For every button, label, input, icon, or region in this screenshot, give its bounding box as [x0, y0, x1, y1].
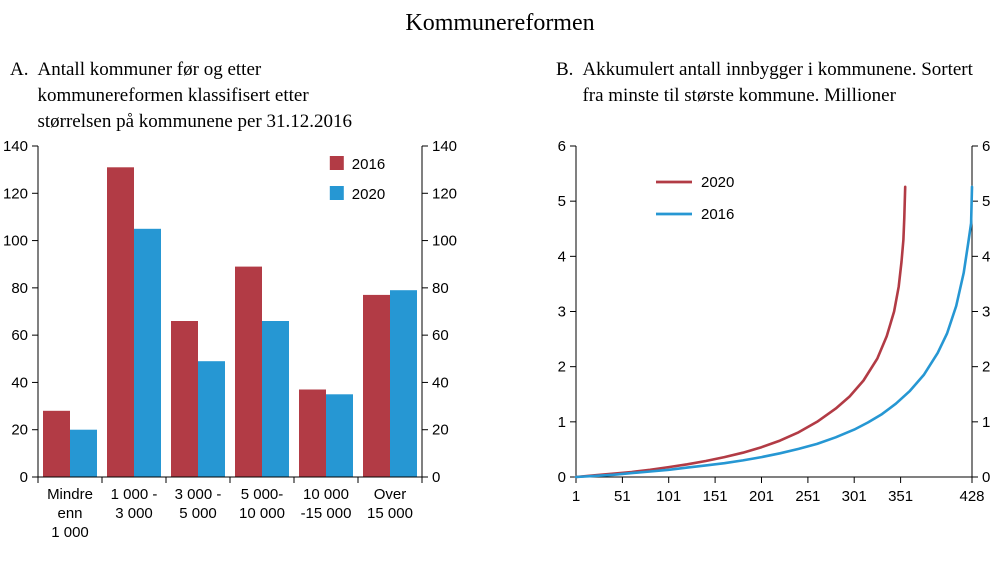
svg-text:2016: 2016 [352, 156, 385, 173]
svg-text:1: 1 [982, 414, 990, 431]
svg-text:140: 140 [3, 138, 28, 155]
svg-text:5: 5 [558, 193, 566, 210]
figure-title: Kommunereformen [405, 10, 595, 36]
svg-text:2020: 2020 [352, 186, 385, 203]
svg-text:0: 0 [432, 469, 440, 486]
svg-text:40: 40 [11, 374, 28, 391]
svg-text:120: 120 [3, 185, 28, 202]
svg-text:80: 80 [432, 280, 449, 297]
svg-text:2: 2 [558, 359, 566, 376]
svg-text:301: 301 [842, 488, 867, 505]
svg-text:20: 20 [432, 422, 449, 439]
panel-b-label: B. [556, 59, 574, 80]
svg-text:351: 351 [888, 488, 913, 505]
svg-text:4: 4 [982, 248, 990, 265]
svg-text:Mindre: Mindre [47, 486, 93, 503]
svg-text:120: 120 [432, 185, 457, 202]
svg-text:1: 1 [558, 414, 566, 431]
svg-text:2: 2 [982, 359, 990, 376]
svg-text:5: 5 [982, 193, 990, 210]
svg-text:0: 0 [558, 469, 566, 486]
svg-text:10 000: 10 000 [303, 486, 349, 503]
svg-text:20: 20 [11, 422, 28, 439]
svg-text:Over: Over [374, 486, 407, 503]
panel-b-title: B. Akkumulert antall innbygger i kommune… [556, 57, 986, 109]
svg-text:3 000 -: 3 000 - [175, 486, 222, 503]
svg-text:40: 40 [432, 374, 449, 391]
svg-text:6: 6 [982, 138, 990, 155]
svg-text:80: 80 [11, 280, 28, 297]
panel-a-title-text: Antall kommuner før og etter kommunerefo… [37, 59, 352, 133]
svg-text:100: 100 [432, 233, 457, 250]
panel-a-label: A. [10, 59, 29, 80]
svg-text:6: 6 [558, 138, 566, 155]
svg-text:101: 101 [656, 488, 681, 505]
svg-text:60: 60 [432, 327, 449, 344]
svg-text:10 000: 10 000 [239, 505, 285, 522]
svg-text:151: 151 [703, 488, 728, 505]
svg-text:2016: 2016 [701, 206, 734, 223]
svg-text:1 000 -: 1 000 - [111, 486, 158, 503]
svg-text:0: 0 [982, 469, 990, 486]
svg-text:60: 60 [11, 327, 28, 344]
svg-text:428: 428 [959, 488, 984, 505]
svg-text:5 000: 5 000 [179, 505, 217, 522]
svg-text:3: 3 [558, 304, 566, 321]
svg-text:140: 140 [432, 138, 457, 155]
svg-text:201: 201 [749, 488, 774, 505]
panel-b-title-text: Akkumulert antall innbygger i kommunene.… [582, 59, 973, 107]
svg-text:15 000: 15 000 [367, 505, 413, 522]
svg-text:0: 0 [20, 469, 28, 486]
line-chart-svg: 0 01 12 23 34 45 56 61 51 101 151 201 251 301 351 42820… [558, 138, 991, 505]
svg-text:4: 4 [558, 248, 566, 265]
svg-text:3: 3 [982, 304, 990, 321]
svg-text:5 000-: 5 000- [241, 486, 284, 503]
svg-text:1 000: 1 000 [51, 524, 89, 541]
svg-text:51: 51 [614, 488, 631, 505]
svg-text:1: 1 [572, 488, 580, 505]
panel-a-title: A. Antall kommuner før og etter kommuner… [10, 57, 369, 136]
svg-text:100: 100 [3, 233, 28, 250]
svg-text:251: 251 [795, 488, 820, 505]
svg-text:-15 000: -15 000 [301, 505, 352, 522]
svg-text:3 000: 3 000 [115, 505, 153, 522]
svg-text:enn: enn [57, 505, 82, 522]
svg-text:2020: 2020 [701, 174, 734, 191]
